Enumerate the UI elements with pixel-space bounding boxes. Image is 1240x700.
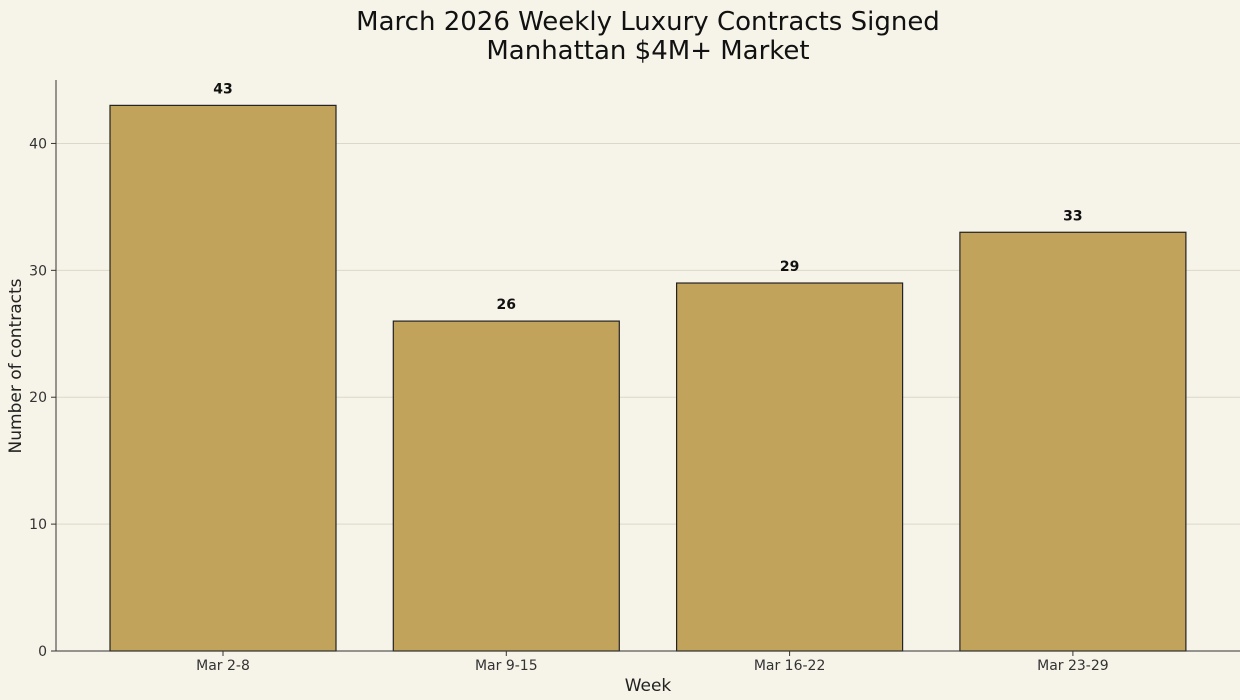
x-axis-label: Week [625, 676, 672, 696]
x-axis-ticks: Mar 2-8 Mar 9-15 Mar 16-22 Mar 23-29 [196, 651, 1109, 674]
x-tick-label: Mar 2-8 [196, 658, 250, 674]
data-labels: 43 26 29 33 [213, 81, 1082, 313]
y-tick-label: 30 [29, 263, 47, 279]
y-axis-ticks: 0 10 20 30 40 [29, 136, 56, 660]
x-tick-label: Mar 23-29 [1037, 658, 1109, 674]
data-label: 43 [213, 81, 232, 97]
chart-title-line-2: Manhattan $4M+ Market [486, 36, 809, 66]
data-label: 33 [1063, 208, 1082, 224]
data-label: 26 [497, 297, 516, 313]
bar [392, 320, 620, 652]
bar [959, 231, 1187, 652]
x-tick-label: Mar 9-15 [475, 658, 538, 674]
x-tick-label: Mar 16-22 [754, 658, 826, 674]
y-tick-label: 40 [29, 136, 47, 152]
bars [109, 104, 1187, 652]
chart-title-line-1: March 2026 Weekly Luxury Contracts Signe… [356, 7, 940, 37]
y-tick-label: 20 [29, 390, 47, 406]
y-axis-label: Number of contracts [6, 278, 26, 453]
data-label: 29 [780, 259, 799, 275]
y-tick-label: 0 [38, 644, 47, 660]
bar [109, 104, 337, 652]
bar [675, 282, 904, 652]
y-tick-label: 10 [29, 517, 47, 533]
